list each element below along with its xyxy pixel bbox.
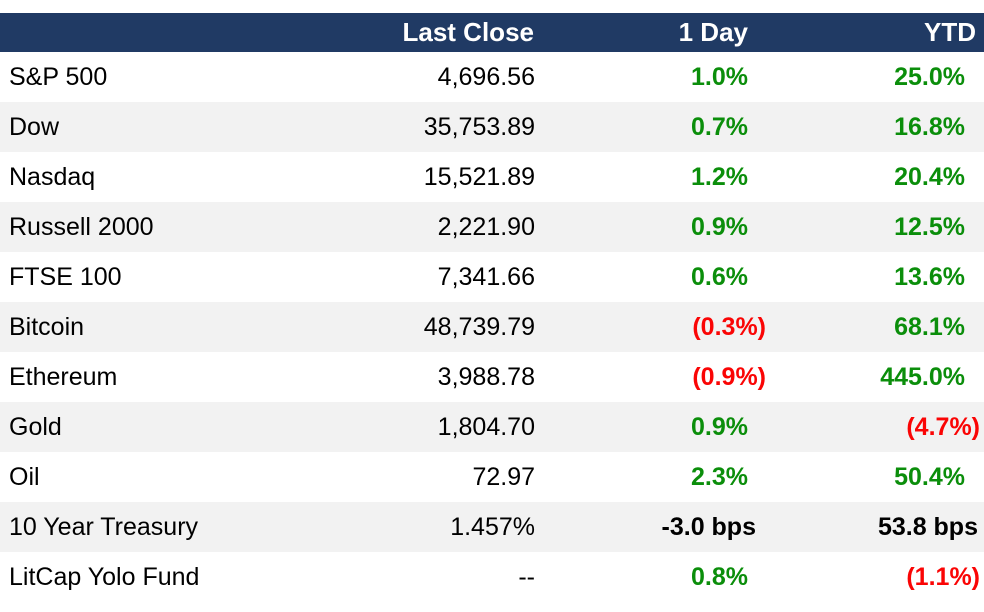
table-row-10-year-treasury: 10 Year Treasury 1.457% -3.0 bps 53.8 bp…	[0, 502, 984, 552]
table-row-dow: Dow 35,753.89 0.7% 16.8%	[0, 102, 984, 152]
cell-last-close: 1,804.70	[437, 412, 535, 441]
cell-ytd: 25.0%	[894, 62, 965, 91]
cell-1-day: 0.6%	[691, 262, 748, 291]
table-row-gold: Gold 1,804.70 0.9% (4.7%)	[0, 402, 984, 452]
cell-ytd: 16.8%	[894, 112, 965, 141]
cell-1-day: 0.9%	[691, 412, 748, 441]
cell-ytd: (1.1%)	[906, 562, 980, 591]
cell-last-close: 3,988.78	[437, 362, 535, 391]
cell-last-close: 15,521.89	[423, 162, 535, 191]
cell-name: Nasdaq	[9, 162, 96, 191]
cell-ytd: (4.7%)	[906, 412, 980, 441]
table-row-litcap-yolo-fund: LitCap Yolo Fund -- 0.8% (1.1%)	[0, 552, 984, 602]
table-row-sp500: S&P 500 4,696.56 1.0% 25.0%	[0, 52, 984, 102]
cell-name: S&P 500	[9, 62, 108, 91]
cell-1-day: 1.0%	[691, 62, 748, 91]
market-summary-table: Last Close 1 Day YTD S&P 500 4,696.56 1.…	[0, 13, 984, 602]
table-row-bitcoin: Bitcoin 48,739.79 (0.3%) 68.1%	[0, 302, 984, 352]
cell-name: 10 Year Treasury	[9, 512, 199, 541]
cell-name: Gold	[9, 412, 62, 441]
header-row: Last Close 1 Day YTD	[0, 13, 984, 52]
cell-last-close: 35,753.89	[423, 112, 535, 141]
cell-last-close: 7,341.66	[437, 262, 535, 291]
table-body: S&P 500 4,696.56 1.0% 25.0% Dow 35,753.8…	[0, 52, 984, 602]
cell-1-day: -3.0 bps	[661, 512, 756, 541]
cell-last-close: --	[518, 562, 535, 591]
cell-1-day: 0.8%	[691, 562, 748, 591]
cell-last-close: 2,221.90	[437, 212, 535, 241]
cell-name: Dow	[9, 112, 60, 141]
table-header: Last Close 1 Day YTD	[0, 13, 984, 52]
column-header-1-day: 1 Day	[678, 17, 748, 47]
cell-ytd: 68.1%	[894, 312, 965, 341]
cell-name: Oil	[9, 462, 40, 491]
table-row-russell-2000: Russell 2000 2,221.90 0.9% 12.5%	[0, 202, 984, 252]
table-row-oil: Oil 72.97 2.3% 50.4%	[0, 452, 984, 502]
cell-ytd: 20.4%	[894, 162, 965, 191]
cell-last-close: 4,696.56	[437, 62, 535, 91]
cell-name: FTSE 100	[9, 262, 122, 291]
cell-last-close: 1.457%	[450, 512, 535, 541]
cell-1-day: 0.7%	[691, 112, 748, 141]
cell-ytd: 13.6%	[894, 262, 965, 291]
cell-ytd: 53.8 bps	[877, 512, 978, 541]
table-row-nasdaq: Nasdaq 15,521.89 1.2% 20.4%	[0, 152, 984, 202]
cell-1-day: (0.9%)	[692, 362, 766, 391]
cell-ytd: 50.4%	[894, 462, 965, 491]
cell-last-close: 72.97	[472, 462, 535, 491]
cell-name: Russell 2000	[9, 212, 154, 241]
cell-1-day: 2.3%	[691, 462, 748, 491]
cell-ytd: 445.0%	[880, 362, 965, 391]
table-row-ftse-100: FTSE 100 7,341.66 0.6% 13.6%	[0, 252, 984, 302]
cell-ytd: 12.5%	[894, 212, 965, 241]
column-header-last-close: Last Close	[402, 17, 535, 47]
column-header-ytd: YTD	[924, 17, 976, 47]
cell-name: LitCap Yolo Fund	[9, 562, 200, 591]
cell-name: Bitcoin	[9, 312, 85, 341]
cell-name: Ethereum	[9, 362, 118, 391]
cell-1-day: 1.2%	[691, 162, 748, 191]
cell-last-close: 48,739.79	[423, 312, 535, 341]
cell-1-day: 0.9%	[691, 212, 748, 241]
cell-1-day: (0.3%)	[692, 312, 766, 341]
table-row-ethereum: Ethereum 3,988.78 (0.9%) 445.0%	[0, 352, 984, 402]
column-header-name	[0, 13, 302, 52]
